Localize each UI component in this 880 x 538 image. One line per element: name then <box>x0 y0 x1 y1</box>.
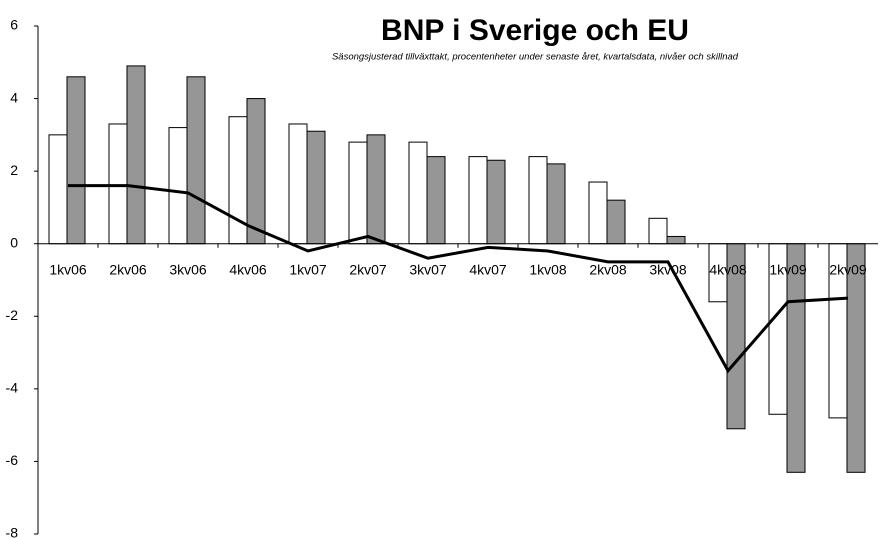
x-tick-label: 4kv07 <box>469 261 507 277</box>
x-tick-label: 3kv06 <box>169 261 207 277</box>
x-tick-label: 2kv06 <box>109 261 147 277</box>
y-tick-label: -4 <box>6 380 19 396</box>
bar <box>408 141 428 245</box>
bar <box>108 123 128 245</box>
bar <box>288 123 308 245</box>
x-tick-label: 1kv09 <box>769 261 807 277</box>
chart-title: BNP i Sverige och EU <box>381 14 689 47</box>
bar <box>168 127 188 245</box>
y-tick-label: -2 <box>6 307 19 323</box>
bar <box>126 65 146 245</box>
bar <box>588 181 608 245</box>
y-tick-label: 0 <box>10 234 18 250</box>
y-tick-label: 4 <box>10 89 18 105</box>
x-tick-label: 3kv07 <box>409 261 447 277</box>
y-tick-label: 2 <box>10 162 18 178</box>
x-tick-label: 4kv06 <box>229 261 267 277</box>
x-tick-label: 2kv09 <box>829 261 867 277</box>
bar <box>528 156 548 245</box>
bar <box>486 159 506 245</box>
bar <box>306 130 326 245</box>
bar <box>348 141 368 245</box>
bar <box>786 243 806 473</box>
line <box>68 184 849 374</box>
x-tick-label: 1kv08 <box>529 261 567 277</box>
y-tick-label: 6 <box>10 17 18 33</box>
x-tick-label: 1kv06 <box>49 261 87 277</box>
bar <box>468 156 488 245</box>
bar <box>66 76 86 245</box>
bar <box>666 235 686 245</box>
bar <box>48 134 68 245</box>
chart-subtitle: Säsongsjusterad tillväxttakt, procentenh… <box>332 52 739 63</box>
bar <box>648 217 668 245</box>
bar <box>186 76 206 245</box>
y-tick-label: -6 <box>6 452 19 468</box>
bar <box>846 243 866 473</box>
bar <box>426 156 446 245</box>
y-tick-label: -8 <box>6 525 19 538</box>
bar <box>606 199 626 245</box>
x-tick-label: 2kv07 <box>349 261 387 277</box>
x-tick-label: 1kv07 <box>289 261 327 277</box>
bar <box>366 134 386 245</box>
x-tick-label: 3kv08 <box>649 261 687 277</box>
x-tick-label: 4kv08 <box>709 261 747 277</box>
x-tick-label: 2kv08 <box>589 261 627 277</box>
bar <box>246 98 266 245</box>
bar <box>546 163 566 245</box>
